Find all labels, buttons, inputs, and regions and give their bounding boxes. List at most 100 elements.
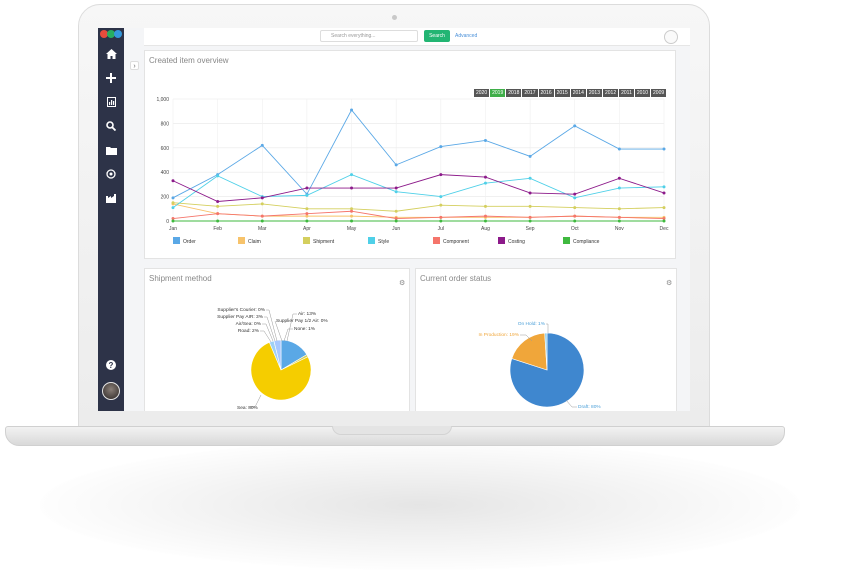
y-tick-label: 800 xyxy=(161,121,170,127)
data-point xyxy=(662,185,666,189)
data-point xyxy=(573,214,577,218)
factory-icon[interactable] xyxy=(98,191,124,209)
pie-slice-supplier-pay-air[interactable] xyxy=(273,339,282,371)
data-point xyxy=(662,219,666,223)
pie-label: Air/Sea: 0% xyxy=(236,321,262,327)
avatar[interactable] xyxy=(102,382,120,400)
legend-label[interactable]: Costing xyxy=(508,239,525,245)
collapse-sidebar-icon[interactable]: › xyxy=(130,61,139,70)
data-point xyxy=(528,204,532,208)
y-tick-label: 600 xyxy=(161,146,170,152)
folder-icon[interactable] xyxy=(98,143,124,161)
panel-title: Created item overview xyxy=(149,56,229,65)
legend-swatch[interactable] xyxy=(173,237,180,244)
data-point xyxy=(216,204,220,208)
data-point xyxy=(260,196,264,200)
year-button-2013[interactable]: 2013 xyxy=(586,89,602,97)
data-point xyxy=(439,195,443,199)
data-point xyxy=(260,219,264,223)
app-logo[interactable] xyxy=(100,30,122,40)
legend-swatch[interactable] xyxy=(303,237,310,244)
x-tick-label: Jun xyxy=(392,226,400,232)
target-icon[interactable] xyxy=(98,167,124,185)
pie-label-line xyxy=(260,330,272,343)
year-button-2010[interactable]: 2010 xyxy=(634,89,651,97)
data-point xyxy=(171,179,175,183)
legend-swatch[interactable] xyxy=(433,237,440,244)
data-point xyxy=(171,219,175,223)
year-button-2009[interactable]: 2009 xyxy=(651,89,667,97)
year-button-2017[interactable]: 2017 xyxy=(522,89,538,97)
main-content: Search everything... Search Advanced › C… xyxy=(124,28,690,411)
data-point xyxy=(260,143,264,147)
legend-swatch[interactable] xyxy=(563,237,570,244)
help-icon[interactable]: ? xyxy=(98,358,124,376)
advanced-search-link[interactable]: Advanced xyxy=(455,33,478,39)
data-point xyxy=(171,201,175,205)
x-tick-label: Dec xyxy=(660,226,669,232)
legend-label[interactable]: Order xyxy=(183,239,196,245)
year-button-2015[interactable]: 2015 xyxy=(554,89,570,97)
data-point xyxy=(394,219,398,223)
order-status-pie-chart: On Hold: 1% In Production: 19% Draft: 80% xyxy=(478,321,601,410)
notification-icon[interactable] xyxy=(664,30,678,44)
panel-title: Shipment method xyxy=(149,274,212,283)
pie-label-line xyxy=(264,316,276,342)
data-point xyxy=(305,186,309,190)
data-point xyxy=(350,186,354,190)
data-point xyxy=(662,191,666,195)
plus-icon[interactable] xyxy=(98,71,124,89)
pie-label-line xyxy=(283,328,293,342)
gear-icon[interactable]: ⚙ xyxy=(666,280,673,287)
search-icon[interactable] xyxy=(98,119,124,137)
legend-label[interactable]: Claim xyxy=(248,239,261,245)
data-point xyxy=(216,174,220,178)
data-point xyxy=(350,173,354,177)
legend-swatch[interactable] xyxy=(238,237,245,244)
report-icon[interactable] xyxy=(98,95,124,113)
year-button-2016[interactable]: 2016 xyxy=(538,89,554,97)
x-tick-label: Apr xyxy=(303,226,311,232)
legend-label[interactable]: Component xyxy=(443,239,469,245)
series-line-style xyxy=(172,174,665,208)
logo-dot-red xyxy=(100,30,108,38)
legend-label[interactable]: Style xyxy=(378,239,389,245)
pie-label: In Production: 19% xyxy=(478,332,519,338)
data-point xyxy=(171,206,175,210)
year-button-2014[interactable]: 2014 xyxy=(570,89,586,97)
year-button-2018[interactable]: 2018 xyxy=(506,89,522,97)
year-button-2020[interactable]: 2020 xyxy=(474,89,490,97)
search-input[interactable]: Search everything... xyxy=(320,30,418,42)
pie-label: Draft: 80% xyxy=(578,404,601,410)
laptop-notch xyxy=(332,426,452,435)
series-line-shipment xyxy=(172,202,665,212)
y-tick-label: 0 xyxy=(166,219,169,225)
legend-swatch[interactable] xyxy=(498,237,505,244)
year-button-2019[interactable]: 2019 xyxy=(490,89,506,97)
search-button[interactable]: Search xyxy=(424,30,450,42)
x-tick-label: Mar xyxy=(258,226,267,232)
gear-icon[interactable]: ⚙ xyxy=(399,280,406,287)
data-point xyxy=(617,207,621,211)
series-line-order xyxy=(172,109,664,199)
data-point xyxy=(439,215,443,219)
pie-slice-in-production[interactable] xyxy=(511,332,548,371)
year-button-2011[interactable]: 2011 xyxy=(619,89,634,97)
pie-slice-on-hold[interactable] xyxy=(544,332,548,371)
data-point xyxy=(483,219,487,223)
data-point xyxy=(662,206,666,210)
data-point xyxy=(573,124,577,128)
pie-slice-sea[interactable] xyxy=(250,341,312,401)
legend-label[interactable]: Compliance xyxy=(573,239,600,245)
legend-label[interactable]: Shipment xyxy=(313,239,335,245)
data-point xyxy=(617,215,621,219)
pie-label: On Hold: 1% xyxy=(518,321,546,327)
data-point xyxy=(528,215,532,219)
year-button-2012[interactable]: 2012 xyxy=(603,89,619,97)
legend-swatch[interactable] xyxy=(368,237,375,244)
pie-label: Sea: 80% xyxy=(237,405,259,411)
home-icon[interactable] xyxy=(98,47,124,65)
data-point xyxy=(394,217,398,221)
data-point xyxy=(528,191,532,195)
order-status-panel: Current order status ⚙ On Hold: 1% In Pro… xyxy=(415,268,677,411)
